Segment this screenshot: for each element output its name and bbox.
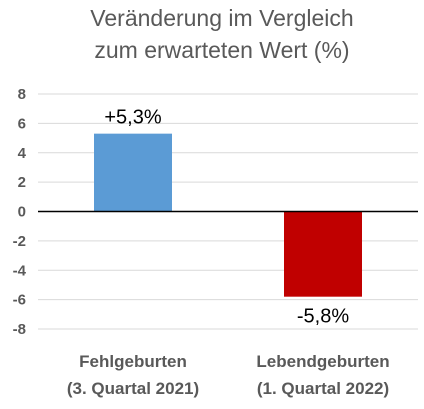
chart-title-line-2: zum erwarteten Wert (%) — [94, 37, 349, 63]
y-tick-label: -8 — [13, 321, 26, 338]
chart-title-line-1: Veränderung im Vergleich — [90, 5, 353, 31]
y-tick-label: 2 — [18, 174, 26, 191]
y-tick-label: 0 — [18, 204, 26, 221]
category-label: Fehlgeburten — [79, 352, 187, 371]
y-tick-label: -6 — [13, 292, 26, 309]
y-tick-label: 4 — [18, 145, 27, 162]
category-labels: Fehlgeburten (3. Quartal 2021) Lebendgebur… — [67, 352, 390, 398]
y-tick-label: -2 — [13, 233, 26, 250]
data-labels: +5,3% -5,8% — [104, 107, 349, 328]
bar — [284, 211, 362, 297]
y-tick-label: 8 — [18, 86, 26, 103]
y-tick-label: -4 — [13, 262, 27, 279]
category-label: (3. Quartal 2021) — [67, 379, 199, 398]
category-label: (1. Quartal 2022) — [257, 379, 389, 398]
y-axis-ticks: 8 6 4 2 0 -2 -4 -6 -8 — [13, 86, 27, 338]
bars — [94, 133, 362, 297]
data-label: +5,3% — [104, 107, 161, 129]
data-label: -5,8% — [297, 306, 349, 328]
category-label: Lebendgeburten — [256, 352, 389, 371]
bar — [94, 133, 172, 212]
y-tick-label: 6 — [18, 115, 26, 132]
